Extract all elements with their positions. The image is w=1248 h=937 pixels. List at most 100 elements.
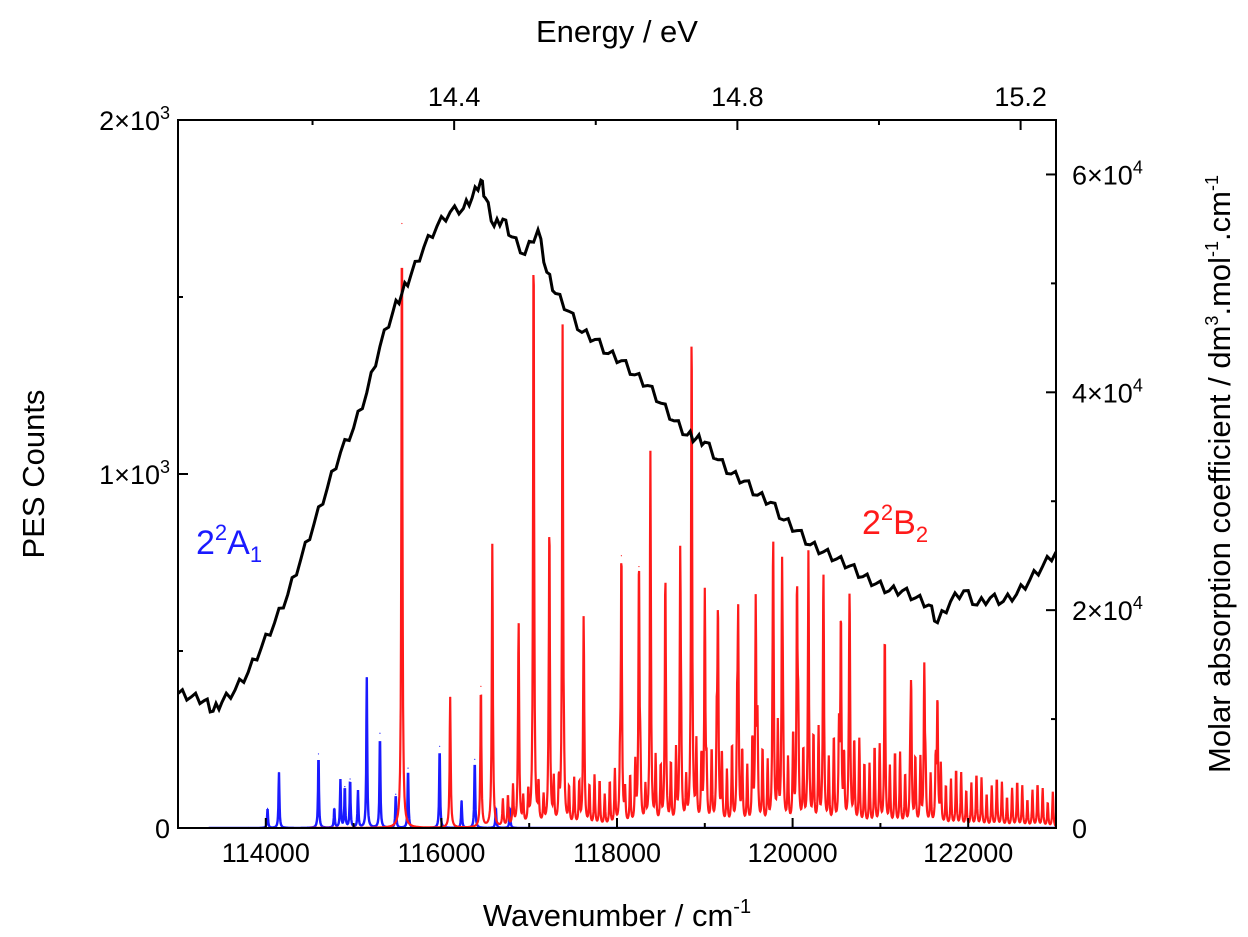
y2-title-part-2: .mol	[1202, 257, 1237, 316]
red-peak-8	[583, 631, 585, 633]
red-peak-18	[755, 609, 757, 611]
blue-peak-3	[333, 807, 335, 809]
series-2-2a1	[208, 677, 1056, 828]
tick-exponent: 4	[1133, 593, 1143, 613]
pes-point-39	[633, 374, 636, 376]
tick-exponent: 4	[1133, 375, 1143, 395]
label-2-2b2-sub: 2	[916, 522, 928, 547]
red-peak-16	[717, 620, 719, 622]
y2-tick-label-0: 0	[1072, 814, 1087, 844]
red-peak-5	[532, 277, 535, 279]
blue-peak-7	[357, 790, 359, 792]
y2-axis-title: Molar absorption coefficient / dm3.mol-1…	[1202, 175, 1237, 773]
tick-base: 4×10	[1072, 378, 1133, 408]
pes-point-71	[1042, 565, 1044, 567]
pes-point-1	[190, 696, 192, 698]
pes-point-18	[401, 292, 403, 295]
pes-point-20	[423, 246, 425, 249]
label-2-2a1-letter: A	[227, 524, 250, 562]
tick-base: 2×10	[99, 106, 160, 136]
red-peak-4	[518, 647, 520, 649]
red-peak-19	[772, 598, 774, 600]
pes-point-7	[260, 646, 263, 649]
blue-peak-14	[474, 758, 476, 760]
pes-point-34	[568, 310, 570, 312]
x-tick-label-0: 114000	[222, 838, 310, 868]
red-peak-2	[480, 685, 482, 688]
y-axis-title: PES Counts	[16, 390, 51, 559]
pes-point-44	[695, 438, 697, 440]
tick-base: 1×10	[99, 460, 160, 490]
pes-point-65	[963, 590, 965, 592]
pes-point-9	[287, 593, 289, 595]
pes-point-13	[339, 452, 342, 454]
pes-point-62	[928, 604, 930, 606]
blue-peak-12	[439, 745, 441, 747]
label-2-2b2-sup: 2	[881, 500, 893, 525]
series-2-2b2	[309, 222, 1056, 828]
pes-point-33	[554, 292, 557, 295]
x-tick-label-4: 122000	[923, 838, 1013, 868]
red-peak-17	[737, 631, 739, 633]
pes-point-48	[743, 480, 745, 482]
x-axis-title: Wavenumber / cm-1	[483, 896, 751, 933]
x-axis-title-sup: -1	[733, 896, 751, 918]
red-peak-7	[561, 331, 564, 333]
red-peak-0	[401, 222, 403, 225]
blue-peak-2	[317, 753, 320, 755]
pes-point-45	[704, 441, 706, 443]
pes-point-42	[673, 420, 675, 422]
y-tick-label-0: 0	[155, 814, 170, 844]
red-peak-12	[664, 598, 666, 600]
red-peak-1	[449, 696, 451, 698]
x-axis-title-text: Wavenumber / cm	[483, 898, 733, 933]
pes-point-50	[770, 501, 772, 503]
pes-point-36	[594, 338, 596, 341]
series-2-2b2-line	[309, 267, 1056, 828]
series-pes	[178, 177, 1056, 714]
red-peak-14	[691, 380, 693, 383]
pes-point-5	[234, 689, 236, 691]
x2-axis-title: Energy / eV	[536, 14, 698, 49]
pes-point-3	[212, 710, 214, 712]
label-2-2a1-sub: 1	[250, 542, 262, 567]
pes-point-30	[524, 253, 526, 256]
y2-tick-label-3: 6×104	[1072, 157, 1143, 190]
tick-base: 2×10	[1072, 596, 1133, 626]
pes-point-10	[300, 558, 302, 560]
pes-point-32	[546, 271, 548, 273]
red-peak-22	[807, 620, 810, 622]
blue-peak-10	[395, 793, 397, 795]
pes-point-21	[436, 225, 438, 227]
pes-point-35	[581, 331, 583, 333]
red-peak-26	[884, 691, 886, 693]
blue-peak-6	[349, 778, 351, 780]
label-2-2b2-main: 2	[862, 504, 881, 542]
pes-point-57	[862, 576, 864, 578]
x2-tick-label-2: 15.2	[994, 82, 1047, 112]
red-peak-6	[548, 538, 550, 540]
pes-point-27	[493, 225, 495, 227]
red-peak-15	[704, 598, 706, 600]
red-peak-13	[679, 571, 681, 573]
y2-tick-label-1: 2×104	[1072, 593, 1143, 626]
blue-peak-1	[278, 771, 280, 774]
pes-point-15	[366, 391, 368, 394]
pes-point-23	[462, 207, 464, 210]
pes-point-41	[660, 402, 662, 404]
label-2-2a1-sup: 2	[215, 520, 227, 545]
red-peak-20	[781, 587, 783, 589]
blue-peak-13	[460, 800, 463, 802]
red-peak-23	[822, 631, 824, 633]
red-peak-10	[638, 565, 640, 568]
pes-point-31	[537, 229, 539, 231]
pes-point-59	[888, 590, 890, 592]
x2-tick-label-1: 14.8	[711, 82, 764, 112]
red-peak-9	[620, 555, 622, 557]
pes-point-2	[203, 699, 205, 702]
pes-point-38	[620, 360, 622, 362]
red-peak-3	[491, 544, 493, 546]
pes-point-54	[822, 551, 824, 553]
pes-point-52	[796, 530, 798, 532]
pes-point-28	[502, 218, 504, 220]
